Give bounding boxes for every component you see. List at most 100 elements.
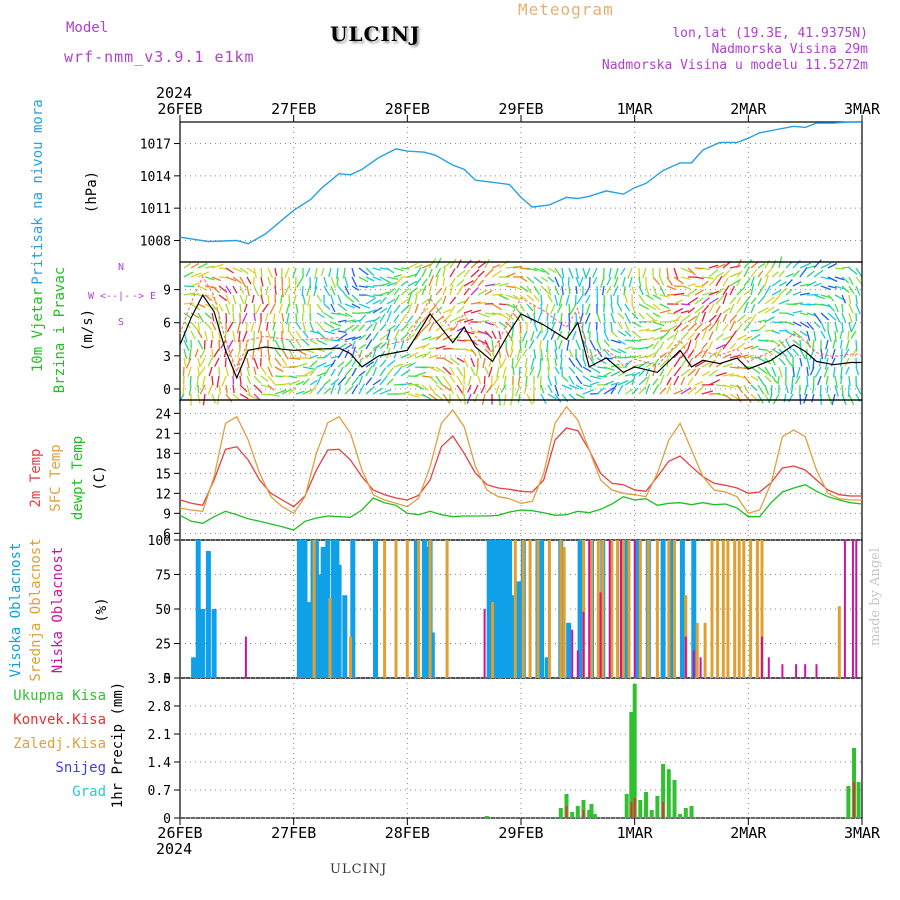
cloud-bar bbox=[539, 540, 544, 678]
compass-e: E bbox=[150, 291, 156, 302]
pressure-ylabel: Pritisak na nivou mora bbox=[30, 99, 46, 284]
pressure-unit: (hPa) bbox=[84, 171, 100, 213]
x-tick-label-top: 27FEB bbox=[271, 100, 316, 118]
cloud-bar bbox=[566, 622, 572, 678]
compass-left-arrow: <- bbox=[100, 291, 112, 302]
cloud-bar bbox=[710, 540, 714, 678]
x-tick-label-bottom: 1MAR bbox=[617, 824, 654, 842]
cloud-ylabel-high: Visoka Oblacnost bbox=[8, 543, 24, 678]
cloud-bar bbox=[342, 595, 348, 678]
cloud-bar bbox=[244, 636, 247, 678]
cloud-bar bbox=[349, 636, 352, 678]
precip-bar bbox=[689, 806, 694, 818]
cloud-bar bbox=[634, 540, 640, 678]
cloud-bar bbox=[679, 540, 685, 678]
y-tick-label: 9 bbox=[163, 507, 171, 522]
cloud-bar bbox=[668, 540, 674, 678]
cloud-bar bbox=[507, 540, 513, 678]
precip-bar bbox=[638, 800, 643, 818]
wind-gust-line bbox=[179, 275, 862, 374]
cloud-bar bbox=[733, 540, 737, 678]
cloud-bar bbox=[576, 650, 579, 678]
wind-ylabel-2: Brzina i Pravac bbox=[52, 267, 68, 393]
cloud-bar bbox=[623, 540, 629, 678]
cloud-bar bbox=[684, 636, 687, 678]
cloud-bar bbox=[328, 598, 332, 678]
cloud-bar bbox=[320, 546, 326, 678]
precip-bar bbox=[558, 808, 563, 818]
cloud-bar bbox=[646, 540, 650, 678]
y-tick-label: 1008 bbox=[140, 234, 171, 249]
cloud-bar bbox=[837, 606, 841, 678]
cloud-bar bbox=[200, 609, 206, 678]
lonlat-label: lon,lat (19.3E, 41.9375N) bbox=[672, 26, 868, 41]
y-tick-label: 1011 bbox=[140, 202, 171, 217]
cloud-bar bbox=[491, 602, 495, 678]
precip-legend-item: Konvek.Kisa bbox=[13, 712, 106, 728]
cloud-bar bbox=[703, 622, 707, 678]
y-tick-label: 3.5 bbox=[148, 672, 171, 687]
cloud-bar bbox=[616, 540, 620, 678]
precip-bar bbox=[632, 684, 637, 818]
y-tick-label: 50 bbox=[155, 603, 171, 618]
cloud-bar bbox=[749, 540, 753, 678]
cloud-bar bbox=[302, 540, 308, 678]
x-tick-label-bottom: 29FEB bbox=[498, 824, 543, 842]
cloud-bar bbox=[211, 609, 217, 678]
cloud-bar bbox=[521, 540, 525, 678]
cloud-bar bbox=[528, 540, 532, 678]
compass-right-arrow: -> bbox=[132, 291, 144, 302]
year-label-top: 2024 bbox=[156, 84, 192, 102]
y-tick-label: 0 bbox=[163, 383, 171, 398]
y-tick-label: 0 bbox=[163, 812, 171, 827]
cloud-ylabel-mid: Srednja Oblacnost bbox=[28, 538, 44, 681]
x-tick-label-top: 29FEB bbox=[498, 100, 543, 118]
cloud-bar bbox=[191, 657, 197, 678]
y-tick-label: 6 bbox=[163, 527, 171, 542]
wind-unit: (m/s) bbox=[80, 309, 96, 351]
temp-ylabel-sfc: SFC Temp bbox=[48, 444, 64, 511]
precip-bar bbox=[624, 794, 629, 818]
cloud-bar bbox=[699, 657, 702, 678]
precip-bar bbox=[683, 808, 688, 818]
cloud-bar bbox=[596, 540, 600, 678]
precip-bar bbox=[655, 796, 660, 818]
cloud-bar bbox=[571, 629, 574, 678]
precip-legend-item: Ukupna Kisa bbox=[13, 688, 106, 704]
cloud-bar bbox=[513, 540, 517, 678]
cloud-bar bbox=[394, 540, 398, 678]
footer-station: ULCINJ bbox=[330, 862, 388, 877]
cloud-bar bbox=[510, 595, 516, 678]
model-elevation-label: Nadmorska Visina u modelu 11.5272m bbox=[601, 58, 868, 73]
cloud-bar bbox=[331, 540, 336, 678]
precip-bar bbox=[575, 806, 580, 818]
y-tick-label: 100 bbox=[148, 534, 171, 549]
cloud-bar bbox=[695, 622, 699, 678]
precip-bar bbox=[649, 810, 654, 818]
precip-bar bbox=[633, 798, 636, 818]
y-tick-label: 24 bbox=[155, 407, 171, 422]
x-tick-label-bottom: 27FEB bbox=[271, 824, 316, 842]
precip-bar bbox=[678, 814, 683, 818]
y-tick-label: 6 bbox=[163, 317, 171, 332]
precip-bar bbox=[589, 804, 594, 818]
cloud-bar bbox=[582, 611, 585, 678]
y-tick-label: 0 bbox=[163, 672, 171, 687]
cloud-bar bbox=[445, 540, 449, 678]
cloud-bar bbox=[205, 551, 211, 678]
x-tick-label-bottom: 28FEB bbox=[385, 824, 430, 842]
cloud-bar bbox=[195, 540, 201, 678]
precip-bar bbox=[666, 769, 671, 818]
cloud-bar bbox=[312, 540, 316, 678]
cloud-bar bbox=[716, 540, 720, 678]
cloud-bar bbox=[413, 540, 419, 678]
cloud-bar bbox=[855, 540, 858, 678]
x-tick-label-bottom: 26FEB bbox=[157, 824, 202, 842]
cloud-bar bbox=[483, 609, 486, 678]
compass-w: W bbox=[88, 291, 95, 302]
temp-unit: (C) bbox=[92, 465, 108, 490]
precip-legend-item: Zaledj.Kisa bbox=[13, 736, 106, 752]
cloud-bar bbox=[667, 540, 671, 678]
cloud-bar bbox=[620, 540, 622, 678]
x-tick-label-top: 3MAR bbox=[844, 100, 881, 118]
